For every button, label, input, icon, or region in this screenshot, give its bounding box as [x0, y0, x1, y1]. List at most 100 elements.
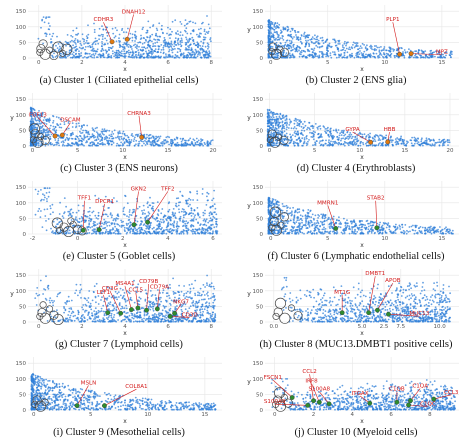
highlighted-gene-point: [80, 227, 86, 233]
gene-point: [154, 48, 157, 50]
gene-point: [87, 226, 90, 228]
gene-point: [206, 51, 209, 54]
gene-point: [65, 120, 68, 122]
gene-point: [202, 211, 205, 214]
gene-point: [319, 125, 321, 127]
gene-point: [327, 126, 329, 129]
gene-point: [185, 224, 188, 227]
gene-point: [193, 216, 196, 218]
gene-point: [323, 228, 325, 231]
gene-point: [30, 117, 33, 120]
gene-point: [197, 50, 200, 53]
gene-point: [188, 46, 190, 49]
gene-point: [166, 228, 168, 231]
gene-point: [146, 29, 149, 32]
gene-point: [106, 142, 109, 144]
gene-point: [159, 35, 162, 38]
gene-point: [316, 126, 319, 129]
gene-point: [347, 144, 350, 147]
gene-point: [124, 195, 127, 198]
gene-point: [370, 45, 373, 48]
gene-point: [366, 44, 368, 47]
gene-point: [123, 52, 125, 55]
gene-point: [314, 55, 317, 58]
gene-point: [336, 46, 339, 49]
gene-point: [185, 27, 188, 30]
gene-point: [372, 140, 375, 142]
gene-point: [421, 56, 423, 59]
gene-point: [275, 26, 277, 28]
gene-point: [68, 54, 71, 57]
gene-point: [307, 140, 309, 143]
gene-point: [184, 48, 187, 51]
gene-point: [290, 41, 293, 44]
gene-point: [77, 122, 80, 125]
gene-point: [140, 227, 143, 229]
gene-point: [104, 213, 107, 216]
gene-point: [168, 201, 171, 204]
gene-point: [271, 46, 274, 48]
gene-point: [351, 135, 354, 138]
gene-point: [72, 29, 75, 32]
gene-point: [332, 129, 335, 132]
gene-point: [405, 144, 408, 147]
gene-point: [352, 41, 355, 44]
gene-point: [381, 142, 383, 145]
gene-point: [392, 139, 394, 142]
gene-point: [41, 115, 43, 118]
gene-point: [142, 140, 145, 143]
gene-point: [108, 137, 111, 140]
gene-point: [45, 192, 48, 194]
gene-point: [176, 223, 178, 225]
gene-point: [274, 113, 277, 116]
gene-point: [329, 134, 332, 136]
gene-point: [91, 127, 94, 129]
gene-point: [81, 131, 84, 134]
gene-point: [133, 56, 135, 59]
gene-point: [117, 52, 120, 55]
gene-point: [273, 142, 275, 145]
gene-point: [293, 119, 296, 122]
gene-point: [67, 232, 70, 234]
gene-point: [146, 136, 148, 139]
gene-point: [42, 193, 44, 196]
gene-point: [77, 144, 80, 147]
gene-point: [89, 135, 92, 138]
gene-label: TFF2: [160, 186, 174, 192]
gene-point: [418, 49, 420, 52]
gene-point: [82, 124, 85, 126]
gene-point: [134, 51, 137, 53]
gene-point: [66, 34, 69, 36]
gene-point: [156, 29, 159, 32]
gene-point: [285, 115, 288, 117]
gene-point: [207, 221, 210, 224]
gene-point: [178, 56, 181, 59]
gene-point: [103, 218, 106, 221]
gene-point: [180, 44, 183, 47]
gene-point: [40, 210, 42, 212]
gene-point: [390, 52, 393, 55]
gene-point: [139, 224, 141, 227]
gene-point: [177, 204, 180, 207]
gene-point: [213, 203, 216, 205]
gene-point: [301, 55, 304, 58]
gene-point: [196, 140, 199, 143]
gene-point: [197, 42, 200, 45]
gene-point: [305, 222, 307, 224]
gene-point: [443, 144, 445, 146]
gene-point: [163, 142, 166, 145]
gene-point: [145, 52, 148, 54]
gene-point: [208, 55, 211, 57]
gene-point: [303, 129, 306, 132]
gene-point: [290, 45, 292, 48]
gene-point: [155, 32, 158, 35]
gene-point: [203, 36, 205, 39]
gene-point: [273, 28, 275, 31]
gene-point: [277, 124, 279, 127]
gene-point: [423, 52, 425, 54]
gene-point: [397, 56, 400, 59]
gene-label: MPZ: [436, 50, 448, 56]
gene-point: [154, 218, 157, 221]
gene-point: [185, 36, 187, 39]
gene-point: [184, 142, 187, 145]
